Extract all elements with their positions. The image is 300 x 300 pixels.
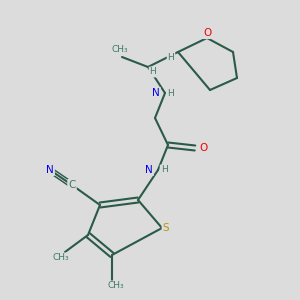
Text: O: O: [199, 143, 207, 153]
Text: CH₃: CH₃: [53, 254, 69, 262]
Text: O: O: [203, 28, 211, 38]
Text: N: N: [46, 165, 54, 175]
Text: C: C: [68, 180, 76, 190]
Text: H: H: [160, 166, 167, 175]
Text: N: N: [145, 165, 153, 175]
Text: H: H: [150, 68, 156, 76]
Text: N: N: [152, 88, 160, 98]
Text: H: H: [168, 88, 174, 98]
Text: S: S: [163, 223, 169, 233]
Text: H: H: [168, 52, 174, 62]
Text: CH₃: CH₃: [112, 44, 128, 53]
Text: CH₃: CH₃: [108, 281, 124, 290]
